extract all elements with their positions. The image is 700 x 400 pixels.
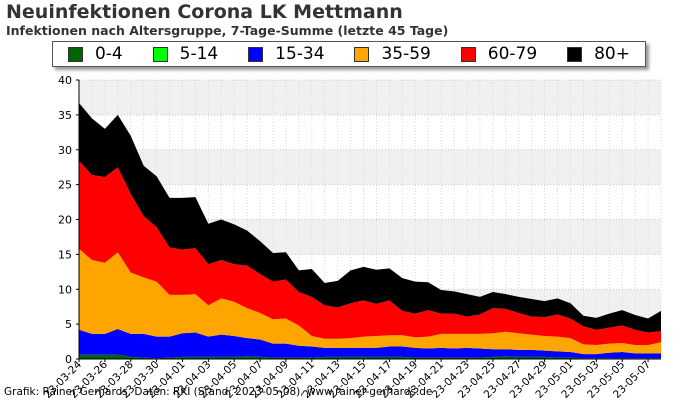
y-tick-label: 20: [58, 214, 72, 227]
legend-swatch-35-59: [354, 46, 370, 62]
y-tick-label: 30: [58, 144, 72, 157]
series-area-60-79: [79, 160, 661, 346]
legend-item-35-59: 35-59: [354, 44, 431, 64]
y-tick-label: 40: [58, 74, 72, 87]
legend-swatch-0-4: [67, 46, 83, 62]
legend-label-15-34: 15-34: [275, 44, 325, 64]
legend-label-35-59: 35-59: [381, 44, 431, 64]
legend-label-5-14: 5-14: [179, 44, 219, 64]
series-area-0-4: [79, 354, 661, 359]
legend-label-60-79: 60-79: [487, 44, 538, 64]
legend-swatch-5-14: [152, 46, 168, 62]
legend-item-60-79: 60-79: [460, 44, 538, 64]
chart-subtitle: Infektionen nach Altersgruppe, 7-Tage-Su…: [6, 23, 449, 38]
series-area-15-34: [79, 329, 661, 359]
chart-legend: 0-4 5-14 15-34 35-59 60-79 80+: [52, 41, 646, 67]
chart-title: Neuinfektionen Corona LK Mettmann: [6, 1, 403, 23]
legend-swatch-15-34: [248, 46, 264, 62]
y-tick-label: 0: [65, 353, 72, 366]
series-area-80-plus: [79, 103, 661, 333]
legend-label-0-4: 0-4: [94, 44, 123, 64]
legend-swatch-80-plus: [567, 46, 583, 62]
legend-item-0-4: 0-4: [67, 44, 123, 64]
chart-credit: Grafik: Rainer Gerhards, Daten: RKI (Sta…: [4, 386, 433, 398]
y-tick-label: 35: [58, 109, 72, 122]
legend-label-80-plus: 80+: [594, 44, 630, 64]
legend-item-80-plus: 80+: [567, 44, 630, 64]
grid-band: [79, 114, 661, 150]
y-tick-label: 25: [58, 179, 72, 192]
y-tick-label: 15: [58, 248, 72, 261]
y-tick-label: 5: [65, 318, 72, 331]
legend-item-15-34: 15-34: [248, 44, 325, 64]
legend-item-5-14: 5-14: [152, 44, 219, 64]
grid-band: [79, 80, 661, 115]
grid-band: [79, 149, 661, 185]
legend-swatch-60-79: [460, 46, 476, 62]
y-tick-label: 10: [58, 283, 72, 296]
series-area-35-59: [79, 248, 661, 355]
